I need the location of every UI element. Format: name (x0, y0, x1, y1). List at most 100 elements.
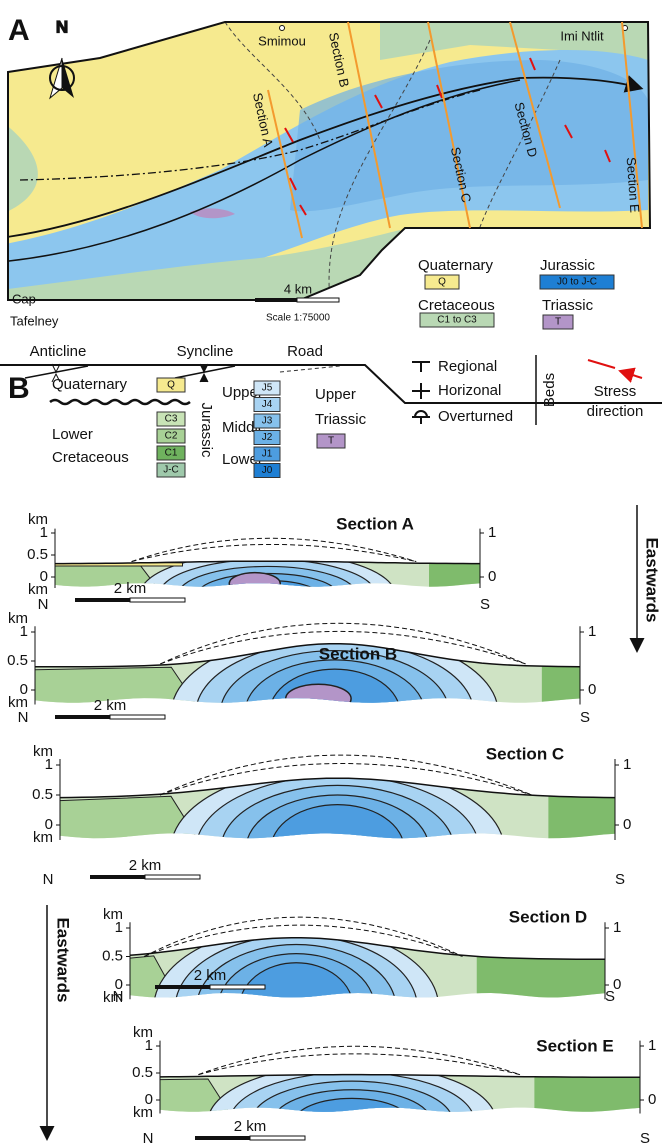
label: S (615, 871, 625, 888)
triassic-layer (284, 683, 352, 703)
label: direction (587, 403, 644, 420)
label: 1 (648, 1037, 656, 1054)
legend-swatch (253, 446, 281, 462)
label: J0 (262, 465, 273, 476)
label: J-C (163, 465, 179, 476)
eroded-layer (198, 1053, 521, 1076)
label: 0 (45, 816, 53, 833)
map-outline (7, 21, 652, 301)
town-marker (279, 25, 285, 31)
label: km (133, 1024, 153, 1041)
label: 4 km (284, 281, 312, 296)
label: 0 (613, 976, 621, 993)
eroded-layer (160, 622, 526, 665)
label: Section E (624, 157, 643, 214)
label: 0.5 (102, 947, 123, 964)
label: km (28, 581, 48, 598)
scale-bar (75, 598, 130, 602)
label: km (28, 511, 48, 528)
label: S (480, 596, 490, 613)
label: Syncline (177, 343, 234, 360)
label: 0.5 (32, 786, 53, 803)
legend-swatch (253, 430, 281, 445)
label: Quaternary (418, 257, 494, 274)
legend-swatch (253, 380, 281, 396)
jurassic-layer (238, 962, 354, 998)
label: km (33, 829, 53, 846)
section-line (427, 21, 471, 229)
scale-bar (255, 298, 297, 302)
label: 0.5 (7, 652, 28, 669)
legend-swatch (316, 433, 346, 449)
label: S (640, 1130, 650, 1144)
label: Section B (319, 644, 397, 663)
label: Jurassic (540, 257, 596, 274)
legend-swatch (156, 428, 186, 444)
cretaceous-layer (429, 561, 480, 587)
label: Road (287, 343, 323, 360)
label: C1 (165, 448, 178, 459)
scale-bar (209, 984, 266, 990)
jurassic-layer (270, 803, 405, 839)
label: 0.5 (27, 546, 48, 563)
label: J4 (262, 399, 273, 410)
eroded-layer (160, 630, 526, 665)
legend-swatch (156, 445, 186, 461)
label: Q (167, 380, 175, 391)
anticline-symbol (51, 363, 61, 383)
label: Section E (536, 1036, 613, 1055)
label: 1 (623, 756, 631, 773)
ground-surface (55, 560, 480, 565)
label: 0 (648, 1091, 656, 1108)
label: 1 (40, 524, 48, 541)
label: Tafelney (10, 313, 59, 328)
legend-swatch (253, 397, 281, 412)
legend-swatch (542, 314, 574, 330)
scale-bar (155, 985, 210, 989)
label: C1 to C3 (437, 315, 477, 326)
syncline-symbol (174, 365, 236, 379)
label: Eastwards (54, 917, 73, 1002)
label: N (56, 17, 68, 36)
label: Triassic (542, 297, 594, 314)
label: Quaternary (52, 376, 128, 393)
label: Horizonal (438, 382, 501, 399)
label: N (18, 709, 29, 726)
ground-surface (159, 1073, 640, 1079)
label: 1 (115, 919, 123, 936)
jurassic-layer (293, 1097, 411, 1112)
section-line (621, 21, 643, 229)
bed-symbols (412, 361, 430, 424)
label: Q (438, 277, 446, 288)
unconformity-symbol (49, 398, 191, 406)
label: km (8, 694, 28, 711)
label: Anticline (30, 343, 87, 360)
jurassic-layer (268, 668, 401, 703)
label: S (605, 988, 615, 1005)
cretaceous-layer (476, 937, 605, 998)
label: Jurassic (198, 402, 215, 458)
label: Upper (222, 384, 263, 401)
road-symbol (279, 365, 341, 373)
label: 2 km (234, 1118, 267, 1135)
eroded-layer (131, 537, 417, 563)
label: Scale 1:75000 (266, 313, 330, 324)
label: 1 (588, 623, 596, 640)
cross-section (160, 1074, 640, 1112)
label: Lower (222, 451, 263, 468)
cretaceous-layer (130, 955, 203, 998)
label: 2 km (94, 697, 127, 714)
legend-swatch (419, 312, 495, 328)
label: 0 (623, 816, 631, 833)
label: N (113, 988, 124, 1005)
legend-swatch (156, 411, 186, 427)
cretaceous-layer (534, 1074, 640, 1112)
jurassic-layer (215, 579, 320, 587)
stress-symbol (587, 360, 643, 378)
label: N (38, 596, 49, 613)
label: 0.5 (132, 1064, 153, 1081)
label: J0 to J-C (557, 277, 597, 288)
eroded-layer (159, 754, 532, 796)
cretaceous-layer (160, 1074, 640, 1112)
